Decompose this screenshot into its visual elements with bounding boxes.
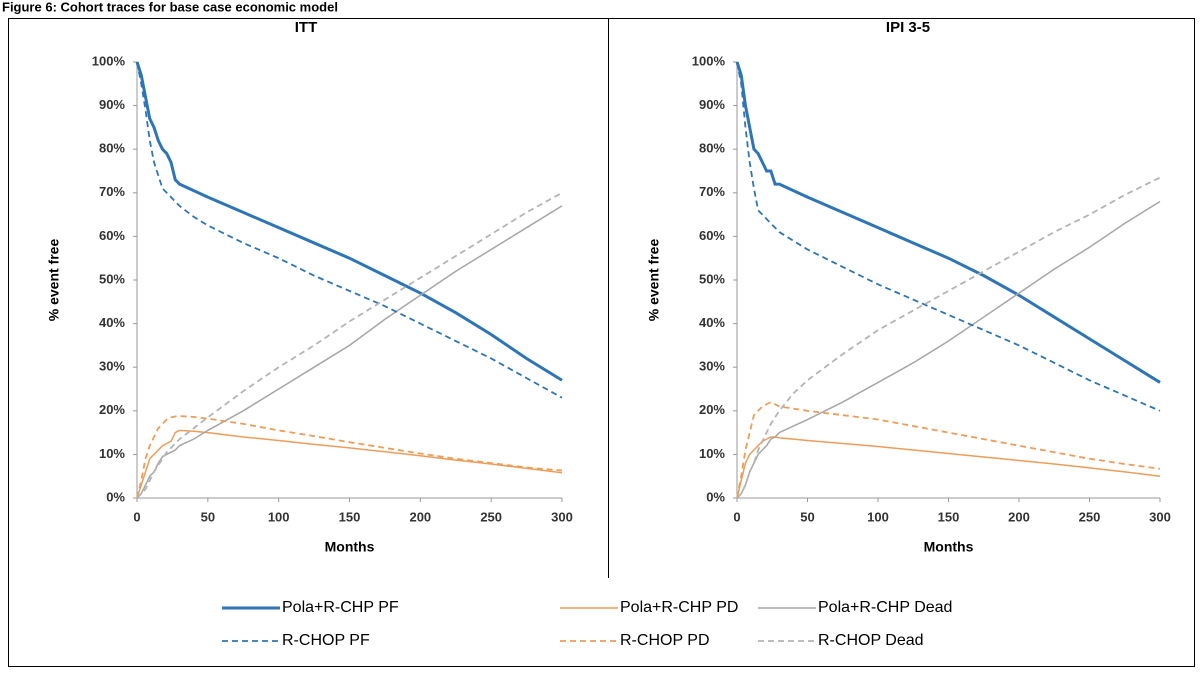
y-tick-label: 100% xyxy=(92,53,126,68)
x-tick-label: 50 xyxy=(201,509,215,524)
x-tick-label: 0 xyxy=(733,509,740,524)
y-axis-label: % event free xyxy=(646,239,662,322)
chart-title: IPI 3-5 xyxy=(886,19,930,36)
series-line xyxy=(136,192,563,499)
y-tick-label: 70% xyxy=(99,184,125,199)
legend-label: R-CHOP PD xyxy=(620,632,710,649)
series-line xyxy=(736,436,1161,499)
series-line xyxy=(135,61,563,382)
x-tick-label: 50 xyxy=(800,509,814,524)
figure-title: Figure 6: Cohort traces for base case ec… xyxy=(2,0,338,14)
legend-label: Pola+R-CHP PF xyxy=(282,599,399,616)
x-tick-label: 250 xyxy=(1079,509,1101,524)
y-tick-label: 0% xyxy=(706,489,725,504)
frame xyxy=(8,18,1195,667)
legend-label: R-CHOP PF xyxy=(282,632,370,649)
x-tick-label: 200 xyxy=(409,509,431,524)
x-tick-label: 150 xyxy=(938,509,960,524)
y-tick-label: 20% xyxy=(699,402,725,417)
x-axis-label: Months xyxy=(325,539,375,555)
y-tick-label: 90% xyxy=(699,97,725,112)
y-tick-label: 70% xyxy=(699,184,725,199)
series-line xyxy=(136,429,563,499)
y-axis-label: % event free xyxy=(46,239,62,322)
y-tick-label: 50% xyxy=(99,271,125,286)
y-tick-label: 10% xyxy=(699,446,725,461)
y-tick-label: 40% xyxy=(699,315,725,330)
legend-label: Pola+R-CHP Dead xyxy=(818,599,952,616)
x-tick-label: 100 xyxy=(867,509,889,524)
series-line xyxy=(136,61,563,399)
series-line xyxy=(736,401,1161,499)
y-tick-label: 30% xyxy=(99,359,125,374)
y-tick-label: 60% xyxy=(699,228,725,243)
y-tick-label: 40% xyxy=(99,315,125,330)
series-line xyxy=(736,176,1161,499)
y-tick-label: 0% xyxy=(106,489,125,504)
x-tick-label: 150 xyxy=(339,509,361,524)
y-tick-label: 10% xyxy=(99,446,125,461)
chart-title: ITT xyxy=(295,19,318,36)
y-tick-label: 100% xyxy=(692,53,726,68)
series-line xyxy=(136,415,563,499)
x-tick-label: 200 xyxy=(1008,509,1030,524)
x-tick-label: 250 xyxy=(480,509,502,524)
legend-label: Pola+R-CHP PD xyxy=(620,599,738,616)
series-line xyxy=(136,205,563,499)
y-tick-label: 90% xyxy=(99,97,125,112)
y-tick-label: 60% xyxy=(99,228,125,243)
series-line xyxy=(735,61,1161,384)
x-tick-label: 100 xyxy=(268,509,290,524)
y-tick-label: 80% xyxy=(699,141,725,156)
y-tick-label: 20% xyxy=(99,402,125,417)
x-tick-label: 300 xyxy=(1149,509,1171,524)
y-tick-label: 80% xyxy=(99,141,125,156)
x-tick-label: 0 xyxy=(133,509,140,524)
x-axis-label: Months xyxy=(924,539,974,555)
series-line xyxy=(736,61,1161,412)
x-tick-label: 300 xyxy=(551,509,573,524)
y-tick-label: 30% xyxy=(699,359,725,374)
legend-label: R-CHOP Dead xyxy=(818,632,924,649)
y-tick-label: 50% xyxy=(699,271,725,286)
